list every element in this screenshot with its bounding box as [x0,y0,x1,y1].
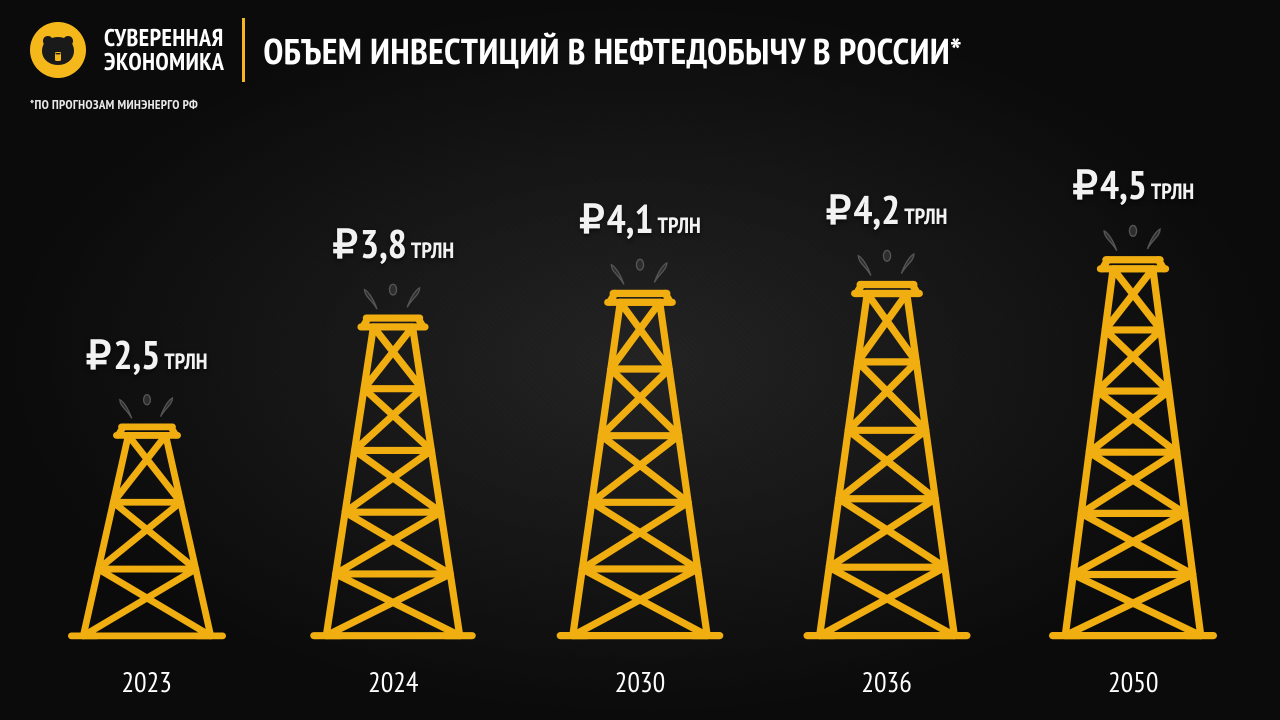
oil-derrick-icon [802,236,972,641]
brand-line2: ЭКОНОМИКА [104,50,224,74]
header: СУВЕРЕННАЯ ЭКОНОМИКА ОБЪЕМ ИНВЕСТИЦИЙ В … [30,18,962,82]
chart-column: ₽4,2ТРЛН 2036 [787,184,987,700]
year-label: 2024 [368,663,418,700]
value-unit: ТРЛН [658,212,701,240]
brand-text: СУВЕРЕННАЯ ЭКОНОМИКА [104,26,224,74]
year-label: 2023 [121,663,171,700]
header-separator [242,18,245,82]
value-number: 3,8 [360,218,407,270]
year-label: 2050 [1108,663,1158,700]
ruble-sign: ₽ [1073,163,1098,209]
value-number: 4,1 [607,193,654,245]
value-label: ₽3,8ТРЛН [333,218,455,270]
year-label: 2030 [615,663,665,700]
value-label: ₽4,2ТРЛН [826,184,948,236]
ruble-sign: ₽ [86,333,111,379]
year-label: 2036 [861,663,911,700]
value-unit: ТРЛН [1151,178,1194,206]
value-number: 4,2 [853,184,900,236]
oil-derrick-icon [308,270,478,641]
value-label: ₽4,5ТРЛН [1073,159,1195,211]
oil-derrick-icon [1048,211,1218,641]
ruble-sign: ₽ [579,197,604,243]
ruble-sign: ₽ [826,188,851,234]
value-label: ₽4,1ТРЛН [579,193,701,245]
chart-column: ₽3,8ТРЛН 2024 [293,218,493,700]
chart-column: ₽2,5ТРЛН 2023 [47,329,247,700]
value-label: ₽2,5ТРЛН [86,329,208,381]
footnote: *ПО ПРОГНОЗАМ МИНЭНЕРГО РФ [30,96,198,113]
infographic: СУВЕРЕННАЯ ЭКОНОМИКА ОБЪЕМ ИНВЕСТИЦИЙ В … [0,0,1280,720]
chart-column: ₽4,1ТРЛН 2030 [540,193,740,700]
oil-derrick-icon [62,381,232,641]
bear-icon [36,28,80,72]
oil-derrick-icon [555,245,725,641]
ruble-sign: ₽ [333,222,358,268]
investment-chart: ₽2,5ТРЛН 2023₽3,8ТРЛН 2024₽4,1ТРЛН 2030₽… [0,140,1280,700]
value-number: 2,5 [113,329,160,381]
value-unit: ТРЛН [411,237,454,265]
value-number: 4,5 [1100,159,1147,211]
value-unit: ТРЛН [904,203,947,231]
chart-column: ₽4,5ТРЛН 2050 [1033,159,1233,700]
value-unit: ТРЛН [164,348,207,376]
brand-logo [30,22,86,78]
page-title: ОБЪЕМ ИНВЕСТИЦИЙ В НЕФТЕДОБЫЧУ В РОССИИ* [263,27,962,74]
